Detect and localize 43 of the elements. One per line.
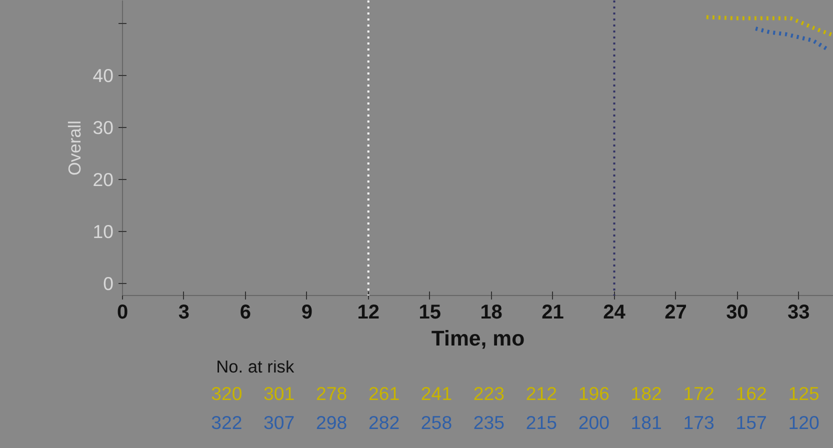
text: 173: [683, 412, 714, 433]
y-tick-label: 30: [92, 116, 114, 138]
x-tick-label: 3: [178, 302, 190, 324]
text: 125: [788, 383, 820, 404]
y-tick-label: 0: [103, 273, 114, 294]
x-tick-label: 33: [788, 302, 810, 324]
text: 196: [578, 383, 610, 404]
x-tick-label: 30: [726, 302, 748, 324]
text: 212: [526, 383, 558, 404]
text: 235: [473, 412, 505, 433]
text: 223: [473, 383, 505, 404]
x-tick-label: 0: [116, 302, 128, 324]
text: 181: [630, 412, 662, 433]
x-tick-label: 27: [664, 302, 687, 324]
text: 258: [420, 412, 452, 433]
y-axis-title: Overall: [64, 120, 85, 176]
text: 200: [578, 412, 610, 433]
text: 120: [788, 412, 820, 433]
x-tick-label: 15: [418, 302, 441, 324]
text: 172: [683, 383, 714, 404]
text: 215: [526, 412, 558, 433]
text: 157: [736, 412, 767, 433]
text: 182: [630, 383, 662, 404]
x-tick-label: 18: [480, 302, 502, 324]
y-tick-label: 20: [92, 168, 114, 190]
text: 261: [368, 383, 400, 404]
x-tick-label: 12: [357, 302, 380, 324]
text: 241: [420, 383, 452, 404]
x-axis-title: Time, mo: [431, 326, 525, 350]
text: 301: [264, 383, 295, 404]
text: 298: [316, 412, 348, 433]
text: 307: [264, 412, 295, 433]
x-tick-label: 24: [603, 302, 626, 324]
text: 322: [211, 412, 242, 433]
text: 162: [736, 383, 767, 404]
y-tick-label: 40: [92, 64, 114, 86]
y-tick-label: 10: [92, 221, 114, 242]
text: 282: [368, 412, 400, 433]
x-tick-label: 6: [240, 302, 252, 324]
text: 320: [211, 383, 242, 404]
x-tick-label: 9: [301, 302, 312, 324]
text: 278: [316, 383, 348, 404]
x-tick-label: 21: [542, 302, 564, 324]
